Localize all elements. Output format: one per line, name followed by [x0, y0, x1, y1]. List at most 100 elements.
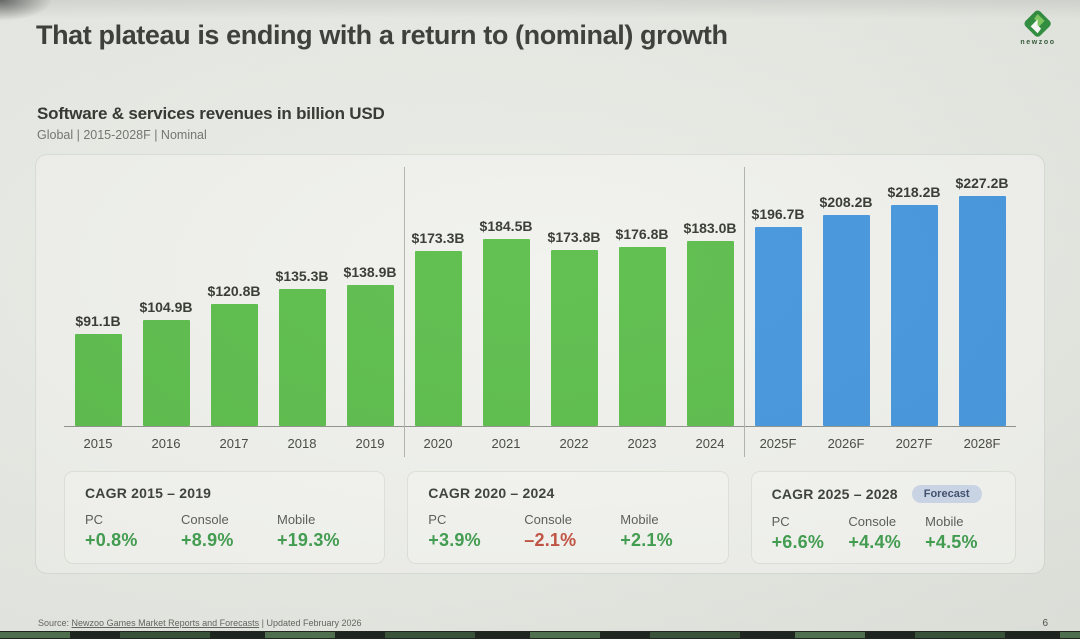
cagr-stats: PC +6.6% Console +4.4% Mobile +4.5%	[772, 514, 995, 553]
cagr-value: +6.6%	[771, 532, 825, 552]
bar-value-label: $91.1B	[75, 313, 121, 329]
revenue-bar	[414, 251, 462, 426]
cagr-stat: Mobile +19.3%	[277, 512, 364, 551]
cagr-value: +19.3%	[277, 530, 340, 550]
cagr-stat: PC +3.9%	[428, 512, 524, 551]
bar-column: $196.7B	[744, 173, 812, 426]
bar-value-label: $196.7B	[751, 206, 805, 222]
cagr-stats: PC +0.8% Console +8.9% Mobile +19.3%	[85, 512, 364, 551]
platform-label: Console	[524, 512, 572, 527]
cagr-value: +3.9%	[428, 530, 481, 550]
newzoo-wordmark: newzoo	[1020, 39, 1056, 46]
x-axis-label: 2027F	[895, 436, 933, 451]
cagr-value: +0.8%	[85, 530, 138, 550]
bar-value-label: $218.2B	[887, 184, 941, 200]
cagr-card-title: CAGR 2025 – 2028	[771, 486, 898, 502]
cagr-stat: Mobile +2.1%	[620, 512, 707, 551]
platform-label: Console	[848, 514, 897, 529]
bar-value-label: $104.9B	[139, 299, 193, 315]
x-axis-label: 2016	[151, 436, 181, 451]
cagr-value: +4.5%	[925, 532, 978, 552]
bar-column: $227.2B	[948, 173, 1016, 426]
x-axis-label: 2020	[423, 436, 453, 451]
bar-column: $138.9B	[336, 173, 404, 426]
x-axis-label: 2018	[287, 436, 317, 451]
platform-label: PC	[428, 512, 447, 527]
chart-subtitle: Global | 2015-2028F | Nominal	[37, 128, 207, 142]
cagr-card-2020-2024: CAGR 2020 – 2024 PC +3.9% Console –2.1% Mobi…	[407, 471, 729, 564]
x-axis: 2015 2016 2017 2018 2019 2020 2021 2022 2023 2024…	[64, 426, 1016, 457]
platform-label: Mobile	[620, 512, 659, 527]
bar-value-label: $138.9B	[343, 264, 397, 280]
cagr-card-2025-2028: CAGR 2025 – 2028 Forecast PC +6.6% Console…	[750, 471, 1016, 564]
chart-panel: $91.1B $104.9B $120.8B $135.3B $138.9B $173.3…	[36, 155, 1044, 573]
page-number: 6	[1042, 618, 1048, 629]
cagr-value: +8.9%	[181, 530, 234, 550]
newzoo-diamond-icon	[1024, 10, 1051, 37]
bar-value-label: $173.3B	[411, 230, 465, 246]
source-note: Source: Newzoo Games Market Reports and …	[38, 618, 362, 628]
bar-column: $173.8B	[540, 173, 608, 426]
revenue-bar	[822, 215, 870, 426]
bar-column: $135.3B	[268, 173, 336, 426]
bar-column: $183.0B	[676, 173, 744, 426]
revenue-bar	[754, 227, 802, 426]
cagr-card-2015-2019: CAGR 2015 – 2019 PC +0.8% Console +8.9% Mobi…	[64, 471, 386, 564]
revenue-bar	[550, 250, 598, 426]
x-axis-label: 2025F	[759, 436, 797, 451]
bar-value-label: $176.8B	[615, 226, 669, 242]
revenue-bar	[482, 239, 530, 426]
x-axis-label: 2022	[559, 436, 589, 451]
bar-value-label: $183.0B	[683, 220, 737, 236]
cagr-stats: PC +3.9% Console –2.1% Mobile +2.1%	[428, 512, 707, 551]
cagr-stat: Console +4.4%	[848, 514, 925, 553]
cagr-value: +4.4%	[848, 532, 901, 552]
cagr-card-title: CAGR 2020 – 2024	[428, 485, 555, 501]
revenue-bar	[278, 289, 326, 426]
source-prefix: Source:	[38, 618, 70, 628]
cagr-stat: Console +8.9%	[181, 512, 277, 551]
group-divider-1	[404, 167, 405, 457]
x-axis-label: 2017	[219, 436, 249, 451]
cagr-stat: Console –2.1%	[524, 512, 620, 551]
bar-column: $184.5B	[472, 173, 540, 426]
source-suffix: | Updated February 2026	[261, 618, 362, 628]
revenue-bar	[346, 285, 394, 426]
revenue-bar	[142, 320, 190, 426]
revenue-bar	[958, 196, 1006, 426]
revenue-bar	[618, 247, 666, 426]
source-link[interactable]: Newzoo Games Market Reports and Forecast…	[71, 618, 260, 628]
cagr-stat: PC +0.8%	[85, 512, 181, 551]
bar-column: $173.3B	[404, 173, 472, 426]
group-divider-2	[744, 167, 745, 457]
x-axis-label: 2019	[355, 436, 385, 451]
cagr-value: –2.1%	[524, 530, 577, 550]
bar-value-label: $173.8B	[547, 229, 601, 245]
bar-value-label: $227.2B	[955, 175, 1009, 191]
cagr-value: +2.1%	[620, 530, 673, 550]
screen-bottom-edge	[0, 631, 1080, 639]
forecast-badge: Forecast	[911, 485, 982, 503]
bars-row: $91.1B $104.9B $120.8B $135.3B $138.9B $173.3…	[64, 173, 1016, 426]
cagr-cards: CAGR 2015 – 2019 PC +0.8% Console +8.9% Mobi…	[64, 471, 1016, 564]
cagr-card-title: CAGR 2015 – 2019	[85, 485, 212, 501]
page-title: That plateau is ending with a return to …	[36, 20, 728, 50]
chart-title: Software & services revenues in billion …	[37, 104, 385, 123]
bar-chart: $91.1B $104.9B $120.8B $135.3B $138.9B $173.3…	[64, 167, 1016, 457]
x-axis-label: 2026F	[827, 436, 865, 451]
bar-value-label: $184.5B	[479, 218, 533, 234]
x-axis-label: 2028F	[963, 436, 1001, 451]
newzoo-logo: newzoo	[1009, 7, 1067, 46]
x-axis-label: 2021	[491, 436, 521, 451]
x-axis-label: 2015	[83, 436, 113, 451]
bar-column: $91.1B	[64, 173, 132, 426]
bar-column: $104.9B	[132, 173, 200, 426]
revenue-bar	[210, 304, 258, 426]
bar-column: $120.8B	[200, 173, 268, 426]
bar-value-label: $208.2B	[819, 194, 873, 210]
bar-column: $218.2B	[880, 173, 948, 426]
cagr-stat: Mobile +4.5%	[925, 514, 995, 553]
x-axis-label: 2023	[627, 436, 657, 451]
platform-label: PC	[771, 514, 790, 529]
